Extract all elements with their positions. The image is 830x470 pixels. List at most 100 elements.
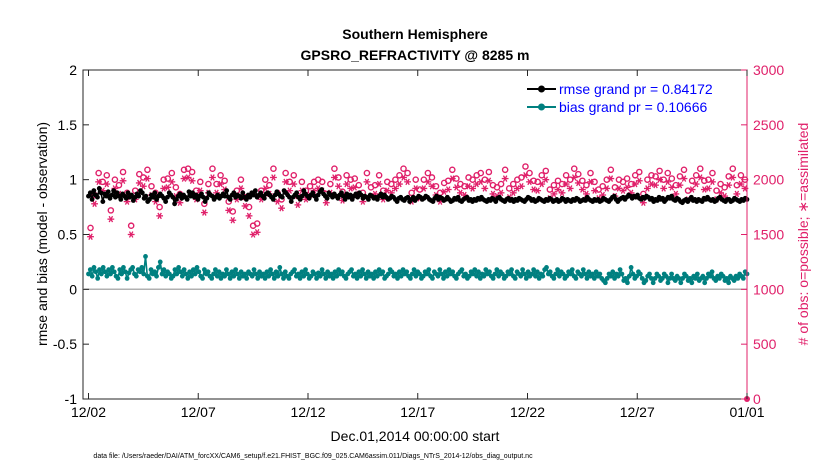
bias-marker xyxy=(586,269,592,275)
bias-marker xyxy=(702,280,708,286)
bias-marker xyxy=(409,271,415,277)
bias-marker xyxy=(268,267,273,272)
rmse-marker xyxy=(342,197,348,202)
assimilated-obs-stroke xyxy=(645,185,650,192)
assimilated-obs-marker xyxy=(396,180,403,188)
bias-marker xyxy=(525,269,531,275)
assimilated-obs-marker xyxy=(709,178,716,186)
bias-marker xyxy=(277,265,283,270)
assimilated-obs-marker xyxy=(660,185,668,192)
bias-marker xyxy=(231,273,237,279)
rmse-marker xyxy=(125,190,131,196)
rmse-marker xyxy=(252,188,258,194)
assimilated-obs-stroke xyxy=(242,202,248,210)
possible-obs-marker xyxy=(404,169,411,177)
assimilated-obs-marker xyxy=(225,207,233,214)
bias-marker xyxy=(499,271,505,277)
assimilated-obs-stroke xyxy=(551,190,557,198)
rmse-marker xyxy=(172,201,178,207)
bias-marker xyxy=(400,267,406,272)
assimilated-obs-marker xyxy=(517,182,525,190)
assimilated-obs-stroke xyxy=(454,184,459,191)
possible-obs-marker xyxy=(371,181,379,189)
assimilated-obs-marker xyxy=(587,178,594,186)
assimilated-obs-marker xyxy=(469,185,477,192)
chart-title-line1: Southern Hemisphere xyxy=(342,26,488,42)
bias-marker xyxy=(663,273,669,279)
possible-obs-marker xyxy=(172,184,180,191)
possible-obs-marker xyxy=(95,169,102,177)
rmse-marker xyxy=(366,197,371,202)
assimilated-obs-marker xyxy=(522,172,529,179)
bias-marker xyxy=(553,271,559,277)
possible-obs-marker xyxy=(412,176,420,183)
bias-marker xyxy=(667,275,673,281)
assimilated-obs-marker xyxy=(428,182,436,190)
assimilated-obs-stroke xyxy=(535,187,540,194)
assimilated-obs-stroke xyxy=(185,174,191,181)
possible-obs-marker xyxy=(156,203,163,211)
bias-marker xyxy=(680,275,686,281)
rmse-marker xyxy=(91,188,97,194)
bias-marker xyxy=(533,273,538,279)
assimilated-obs-stroke xyxy=(177,199,183,206)
rmse-marker xyxy=(247,194,253,200)
assimilated-obs-stroke xyxy=(393,185,398,192)
bias-marker xyxy=(214,273,220,279)
bias-marker xyxy=(676,275,682,281)
bias-marker xyxy=(349,267,354,272)
rmse-marker xyxy=(87,190,93,196)
possible-obs-marker xyxy=(607,166,615,174)
assimilated-obs-stroke xyxy=(397,180,402,188)
bias-marker xyxy=(270,271,275,277)
rmse-marker xyxy=(279,194,285,200)
assimilated-obs-marker xyxy=(656,176,664,183)
assimilated-obs-marker xyxy=(578,186,586,193)
assimilated-obs-marker xyxy=(168,178,176,186)
assimilated-obs-marker xyxy=(644,185,651,192)
assimilated-obs-stroke xyxy=(490,190,496,198)
data-file-footer: data file: /Users/raeder/DAI/ATM_forcXX/… xyxy=(93,453,533,460)
possible-obs-marker xyxy=(318,178,326,186)
rmse-marker xyxy=(143,193,149,199)
assimilated-obs-marker xyxy=(680,175,688,182)
bias-marker xyxy=(334,273,340,279)
bias-marker xyxy=(474,273,480,279)
bias-marker xyxy=(494,267,500,272)
bias-marker xyxy=(321,271,327,277)
assimilated-obs-stroke xyxy=(336,182,341,190)
assimilated-obs-marker xyxy=(351,184,359,191)
assimilated-obs-marker xyxy=(717,189,724,197)
possible-obs-marker xyxy=(221,177,228,185)
bias-marker xyxy=(255,275,261,281)
assimilated-obs-marker xyxy=(566,185,574,192)
assimilated-obs-stroke xyxy=(324,199,329,206)
assimilated-obs-stroke xyxy=(702,186,707,193)
assimilated-obs-marker xyxy=(542,176,550,183)
possible-obs-marker xyxy=(262,176,269,183)
bias-marker xyxy=(536,275,542,281)
rmse-marker xyxy=(270,197,276,202)
assimilated-obs-marker xyxy=(570,174,578,181)
possible-obs-marker xyxy=(701,177,708,185)
rmse-marker xyxy=(118,197,124,202)
bias-marker xyxy=(130,265,136,270)
bias-marker xyxy=(213,267,218,272)
possible-obs-marker xyxy=(144,166,151,174)
bias-marker xyxy=(360,267,365,272)
bias-marker xyxy=(463,271,468,277)
y-tick-label-right: 1500 xyxy=(753,227,784,243)
bias-marker xyxy=(507,271,513,277)
assimilated-obs-stroke xyxy=(661,185,666,192)
assimilated-obs-marker xyxy=(538,180,546,188)
bias-marker xyxy=(639,275,645,281)
assimilated-obs-marker xyxy=(485,177,493,185)
assimilated-obs-marker xyxy=(180,175,188,182)
rmse-marker xyxy=(261,195,267,201)
bias-marker xyxy=(200,275,205,281)
possible-obs-marker xyxy=(351,175,359,182)
possible-obs-marker xyxy=(188,168,196,176)
assimilated-obs-stroke xyxy=(681,175,687,182)
x-tick-label: 12/07 xyxy=(181,404,216,420)
bias-marker xyxy=(211,271,216,277)
